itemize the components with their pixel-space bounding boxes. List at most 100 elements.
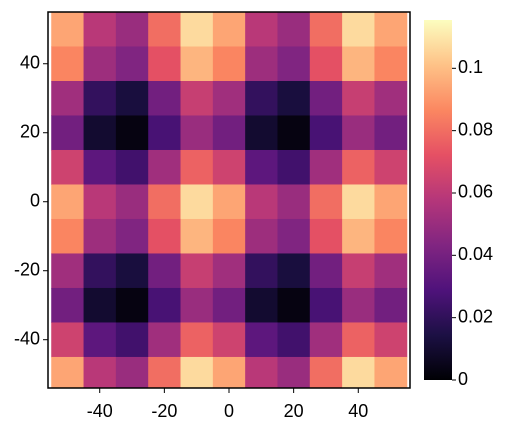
cell	[180, 287, 214, 323]
cell	[51, 322, 85, 358]
colorbar-tick-label: 0	[458, 369, 468, 389]
heatmap	[51, 12, 408, 388]
cell	[148, 253, 182, 289]
cell	[212, 184, 246, 220]
cell	[115, 322, 149, 358]
cell	[180, 253, 214, 289]
cell	[148, 149, 182, 185]
cell	[374, 356, 408, 388]
cell	[115, 149, 149, 185]
cell	[245, 80, 278, 116]
cell	[148, 218, 182, 254]
colorbar-tick-label: 0.08	[458, 119, 493, 139]
cell	[148, 12, 182, 47]
cell	[277, 356, 311, 388]
y-tick-label: 20	[20, 121, 40, 141]
cell	[180, 184, 214, 220]
cell	[374, 46, 408, 82]
cell	[342, 115, 375, 151]
cell	[51, 46, 85, 82]
cell	[51, 287, 85, 323]
cell	[245, 287, 278, 323]
cell	[180, 46, 214, 82]
cell	[83, 253, 117, 289]
cell	[309, 149, 343, 185]
cell	[148, 322, 182, 358]
colorbar-tick-label: 0.1	[458, 57, 483, 77]
cell	[51, 218, 85, 254]
cell	[277, 12, 311, 47]
cell	[374, 253, 408, 289]
x-tick-label: -20	[151, 401, 177, 421]
cell	[309, 322, 343, 358]
cell	[342, 184, 375, 220]
cell	[277, 46, 311, 82]
cell	[148, 287, 182, 323]
cell	[309, 356, 343, 388]
colorbar	[424, 20, 452, 380]
cell	[245, 218, 278, 254]
cell	[83, 149, 117, 185]
cell	[309, 287, 343, 323]
cell	[212, 218, 246, 254]
cell	[148, 80, 182, 116]
cell	[83, 184, 117, 220]
cell	[148, 46, 182, 82]
cell	[245, 12, 278, 47]
cell	[115, 253, 149, 289]
cell	[309, 218, 343, 254]
cell	[374, 218, 408, 254]
cell	[342, 356, 375, 388]
cell	[180, 322, 214, 358]
cell	[309, 80, 343, 116]
cell	[245, 115, 278, 151]
cell	[245, 356, 278, 388]
cell	[245, 149, 278, 185]
cell	[83, 287, 117, 323]
cell	[342, 46, 375, 82]
cell	[277, 149, 311, 185]
cell	[277, 322, 311, 358]
colorbar-tick-label: 0.04	[458, 244, 493, 264]
cell	[245, 322, 278, 358]
cell	[212, 253, 246, 289]
cell	[51, 80, 85, 116]
cell	[83, 322, 117, 358]
cell	[277, 287, 311, 323]
cell	[342, 287, 375, 323]
cell	[180, 149, 214, 185]
cell	[51, 184, 85, 220]
cell	[180, 115, 214, 151]
cell	[309, 46, 343, 82]
cell	[148, 356, 182, 388]
cell	[212, 12, 246, 47]
cell	[277, 218, 311, 254]
cell	[277, 80, 311, 116]
cell	[374, 12, 408, 47]
cell	[83, 218, 117, 254]
cell	[374, 322, 408, 358]
cell	[374, 287, 408, 323]
cell	[342, 322, 375, 358]
cell	[277, 253, 311, 289]
cell	[212, 356, 246, 388]
cell	[115, 356, 149, 388]
cell	[309, 12, 343, 47]
y-tick-label: -40	[14, 328, 40, 348]
cell	[245, 253, 278, 289]
x-tick-label: 40	[348, 401, 368, 421]
colorbar-tick-label: 0.02	[458, 306, 493, 326]
cell	[51, 12, 85, 47]
y-tick-label: 40	[20, 52, 40, 72]
cell	[212, 149, 246, 185]
cell	[83, 46, 117, 82]
cell	[115, 46, 149, 82]
x-tick-label: 20	[284, 401, 304, 421]
y-tick-label: 0	[30, 190, 40, 210]
cell	[83, 356, 117, 388]
cell	[51, 356, 85, 388]
cell	[115, 12, 149, 47]
cell	[309, 253, 343, 289]
cell	[374, 149, 408, 185]
